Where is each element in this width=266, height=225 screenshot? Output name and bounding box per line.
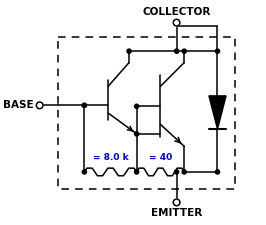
Circle shape: [173, 199, 180, 206]
Circle shape: [82, 103, 86, 108]
Circle shape: [182, 170, 186, 174]
Circle shape: [215, 170, 220, 174]
Circle shape: [174, 49, 179, 53]
Circle shape: [182, 49, 186, 53]
Circle shape: [127, 49, 131, 53]
Text: COLLECTOR: COLLECTOR: [142, 7, 211, 17]
Polygon shape: [209, 96, 226, 129]
Circle shape: [215, 49, 220, 53]
Circle shape: [82, 170, 86, 174]
Bar: [58, 37, 235, 189]
Circle shape: [82, 103, 86, 108]
Circle shape: [135, 104, 139, 108]
Text: EMITTER: EMITTER: [151, 208, 202, 218]
Circle shape: [135, 132, 139, 136]
Circle shape: [36, 102, 43, 109]
Text: = 40: = 40: [149, 153, 172, 162]
Circle shape: [135, 170, 139, 174]
Text: = 8.0 k: = 8.0 k: [93, 153, 128, 162]
Circle shape: [174, 170, 179, 174]
Text: BASE: BASE: [3, 100, 34, 110]
Circle shape: [173, 19, 180, 26]
